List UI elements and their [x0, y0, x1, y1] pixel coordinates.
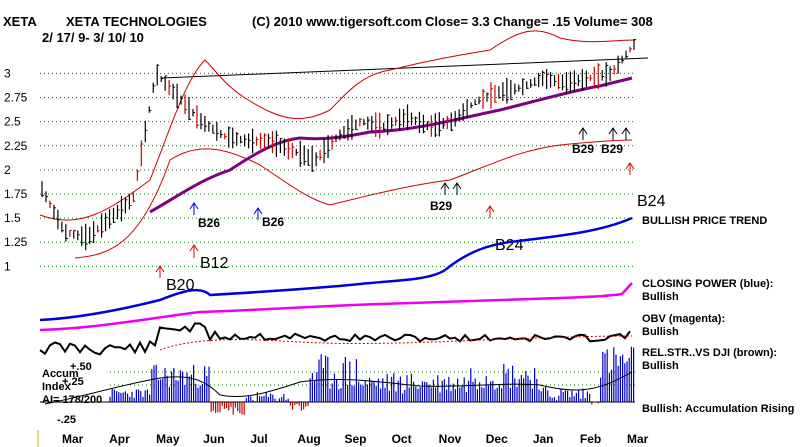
- accum-title-line1: Accum: [42, 368, 79, 380]
- closing-power-line: [39, 216, 633, 322]
- accum-ai-value: AI= 178/200: [42, 394, 102, 406]
- signal-b24-mar-label: B24: [637, 193, 666, 210]
- company-name: XETA TECHNOLOGIES: [66, 14, 207, 29]
- price-axis: 1 1.25 1.5 1.75 2 2.25 2.5 2.75 3: [4, 66, 28, 273]
- y-tick-label: 2: [4, 163, 11, 177]
- y-tick-label: 1: [4, 259, 11, 273]
- red-up-arrow-icon: [625, 162, 635, 175]
- upper-band: [39, 30, 636, 221]
- month-label: Jun: [203, 432, 224, 446]
- obv-title: OBV (magenta):: [642, 313, 725, 325]
- obv-line: [39, 282, 633, 332]
- signal-b26-2: B26: [253, 207, 284, 229]
- month-label: Dec: [486, 432, 508, 446]
- month-label: Mar: [62, 432, 84, 446]
- y-tick-label: 3: [4, 66, 11, 80]
- signal-b29-nov: B29: [430, 182, 462, 213]
- month-label: Aug: [297, 432, 320, 446]
- signal-label: B26: [262, 215, 284, 229]
- blue-up-arrow-icon: [189, 202, 199, 215]
- signal-label: B26: [198, 216, 220, 230]
- black-up-arrow-icon: [440, 182, 462, 195]
- month-label: Nov: [439, 432, 462, 446]
- copyright-label: (C) 2010 www.tigersoft.com: [252, 14, 422, 29]
- accum-ma-line: [44, 371, 633, 405]
- month-label: Mar: [627, 432, 649, 446]
- quote-label: Close= 3.3 Change= .15 Volume= 308: [425, 14, 653, 29]
- month-label: May: [156, 432, 180, 446]
- closing-power-status: Bullish: [642, 291, 679, 303]
- price-trend-title: BULLISH PRICE TREND: [642, 215, 767, 227]
- y-tick-label: 2.5: [4, 115, 21, 129]
- signal-label: B29: [430, 199, 452, 213]
- month-label: Apr: [109, 432, 130, 446]
- month-label: Jul: [250, 432, 267, 446]
- signal-b12: B12: [189, 244, 229, 272]
- red-up-arrow-icon: [155, 265, 165, 278]
- month-label: Feb: [580, 432, 601, 446]
- resistance-trendline: [161, 57, 649, 79]
- price-bars: [41, 38, 636, 251]
- relative-strength-line: [39, 322, 631, 356]
- accum-tick-25: +.25: [62, 376, 84, 388]
- month-label: Sep: [345, 432, 367, 446]
- red-up-arrow-icon: [485, 205, 495, 218]
- black-up-arrow-icon: [608, 127, 631, 140]
- signal-b29-jan: B29: [572, 127, 594, 156]
- signal-b29-feb: B29: [601, 127, 631, 156]
- accum-tick-50: +.50: [70, 361, 92, 373]
- signal-label: B24: [495, 237, 524, 254]
- relstr-status: Bullish: [642, 360, 679, 372]
- month-label: Oct: [392, 432, 412, 446]
- y-tick-label: 1.25: [4, 235, 28, 249]
- relstr-title: REL.STR..VS DJI (brown):: [642, 347, 777, 359]
- closing-power-title: CLOSING POWER (blue):: [642, 278, 773, 290]
- signal-label: B12: [200, 255, 229, 272]
- relative-strength-ma-line: [159, 335, 633, 351]
- month-axis: Mar Apr May Jun Jul Aug Sep Oct Nov Dec Jan Feb Mar: [62, 432, 649, 446]
- month-label: Jan: [533, 432, 554, 446]
- accum-tick-neg25: -.25: [57, 414, 76, 426]
- signal-b26-1: B26: [189, 202, 220, 230]
- blue-up-arrow-icon: [253, 207, 263, 220]
- accumulation-histogram: [109, 346, 635, 415]
- ticker-label: XETA: [3, 14, 37, 29]
- y-tick-label: 1.75: [4, 187, 28, 201]
- y-tick-label: 1.5: [4, 211, 21, 225]
- obv-status: Bullish: [642, 326, 679, 338]
- signal-label: B29: [601, 142, 623, 156]
- date-range-label: 2/ 17/ 9- 3/ 10/ 10: [42, 30, 144, 45]
- y-tick-label: 2.25: [4, 139, 28, 153]
- lower-band: [74, 139, 633, 259]
- y-tick-label: 2.75: [4, 91, 28, 105]
- red-up-arrow-icon: [189, 244, 199, 258]
- black-up-arrow-icon: [578, 127, 588, 140]
- accum-status: Bullish: Accumulation Rising: [642, 403, 794, 415]
- accum-title-line2: Index: [42, 381, 72, 393]
- signal-label: B29: [572, 142, 594, 156]
